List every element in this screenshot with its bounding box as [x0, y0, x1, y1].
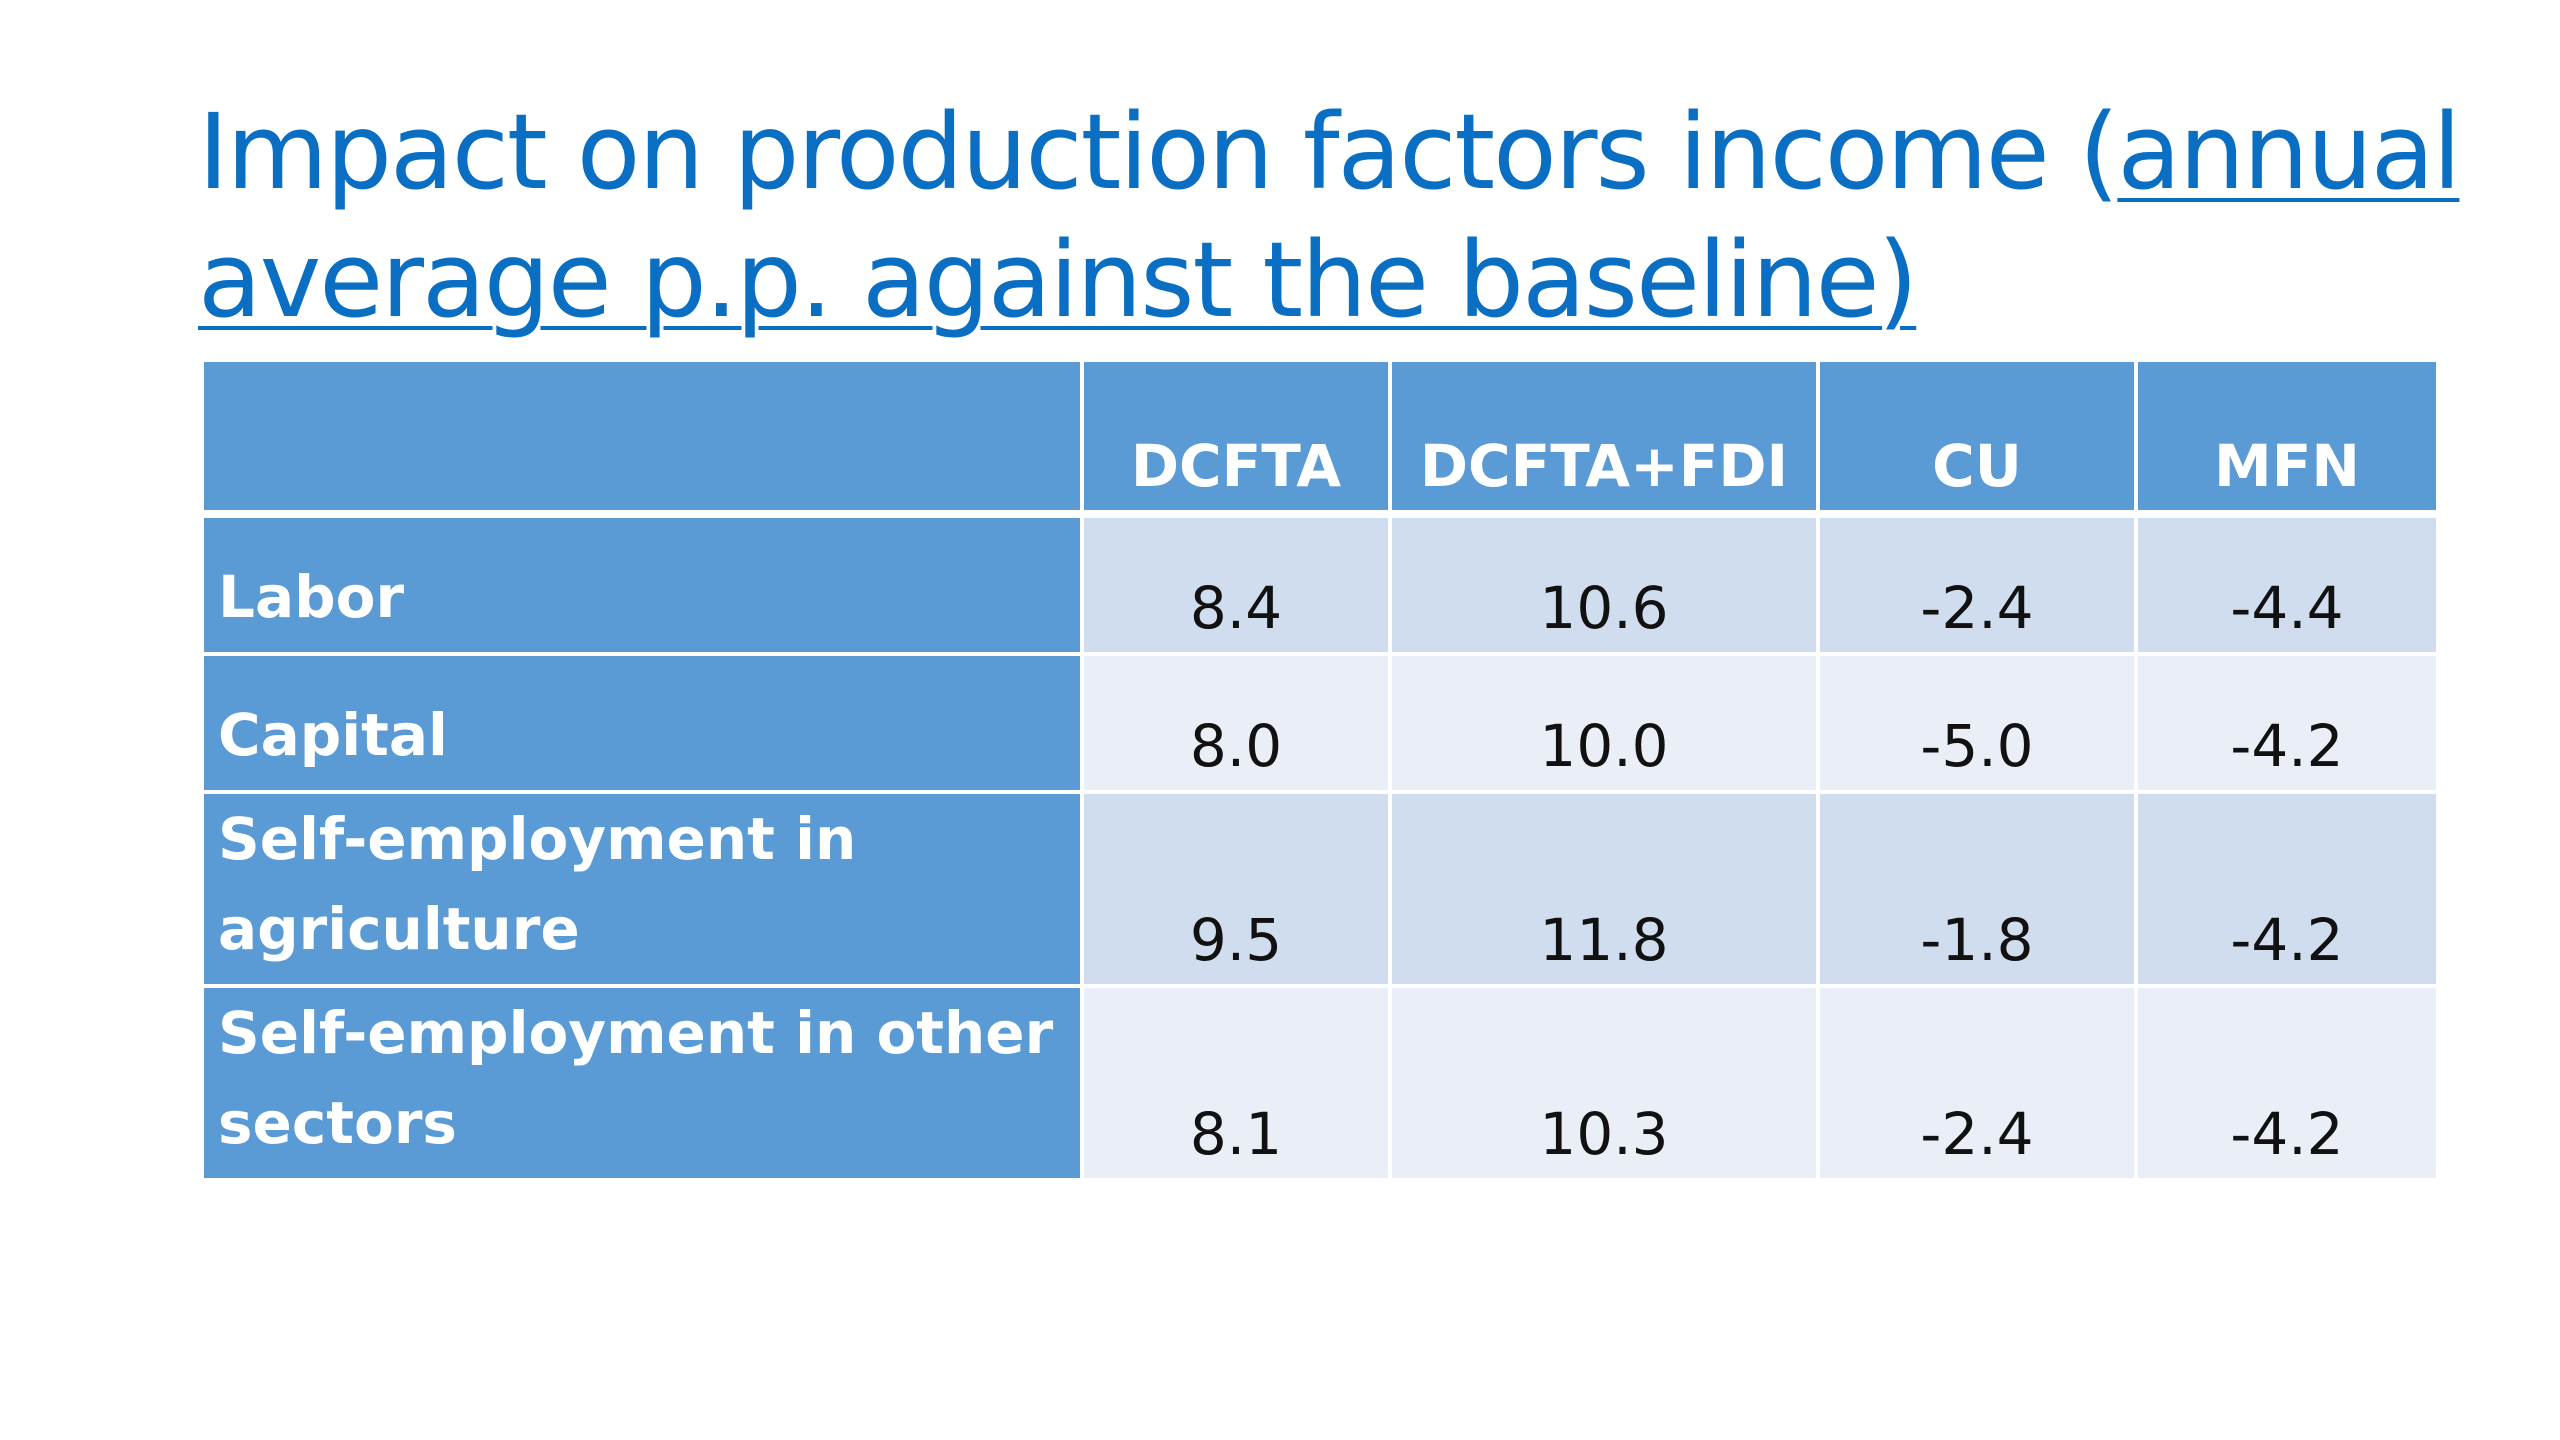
table-row: Self-employment in agriculture 9.5 11.8 … — [200, 790, 2440, 988]
row-label: Self-employment in other sectors — [200, 984, 1084, 1182]
table-row: Capital 8.0 10.0 -5.0 -4.2 — [200, 652, 2440, 794]
results-table: DCFTA DCFTA+FDI CU MFN Labor 8.4 10.6 -2… — [200, 358, 2440, 1182]
table-row: Self-employment in other sectors 8.1 10.… — [200, 984, 2440, 1182]
header-row: DCFTA DCFTA+FDI CU MFN — [200, 358, 2440, 518]
slide-title: Impact on production factors income (ann… — [198, 88, 2498, 344]
row-label: Self-employment in agriculture — [200, 790, 1084, 988]
table-cell: -2.4 — [1816, 984, 2138, 1182]
header-cell-dcfta-fdi: DCFTA+FDI — [1388, 358, 1820, 518]
table-cell: -2.4 — [1816, 512, 2138, 656]
table-cell: -4.2 — [2134, 652, 2440, 794]
table-cell: 8.1 — [1080, 984, 1392, 1182]
table-cell: -4.2 — [2134, 984, 2440, 1182]
table-cell: 10.6 — [1388, 512, 1820, 656]
table-cell: -4.2 — [2134, 790, 2440, 988]
table-cell: 11.8 — [1388, 790, 1820, 988]
table-row: Labor 8.4 10.6 -2.4 -4.4 — [200, 512, 2440, 656]
header-cell-mfn: MFN — [2134, 358, 2440, 518]
title-text: Impact on production factors income ( — [198, 91, 2119, 213]
table-cell: 10.3 — [1388, 984, 1820, 1182]
row-label: Labor — [200, 512, 1084, 656]
title-link[interactable]: annual average p.p. against the baseline… — [198, 91, 2461, 341]
table-cell: 9.5 — [1080, 790, 1392, 988]
header-cell-empty — [200, 358, 1084, 518]
table-cell: 10.0 — [1388, 652, 1820, 794]
table-cell: 8.4 — [1080, 512, 1392, 656]
table-cell: -4.4 — [2134, 512, 2440, 656]
header-cell-cu: CU — [1816, 358, 2138, 518]
table-cell: -5.0 — [1816, 652, 2138, 794]
row-label: Capital — [200, 652, 1084, 794]
table-cell: -1.8 — [1816, 790, 2138, 988]
table-cell: 8.0 — [1080, 652, 1392, 794]
header-cell-dcfta: DCFTA — [1080, 358, 1392, 518]
